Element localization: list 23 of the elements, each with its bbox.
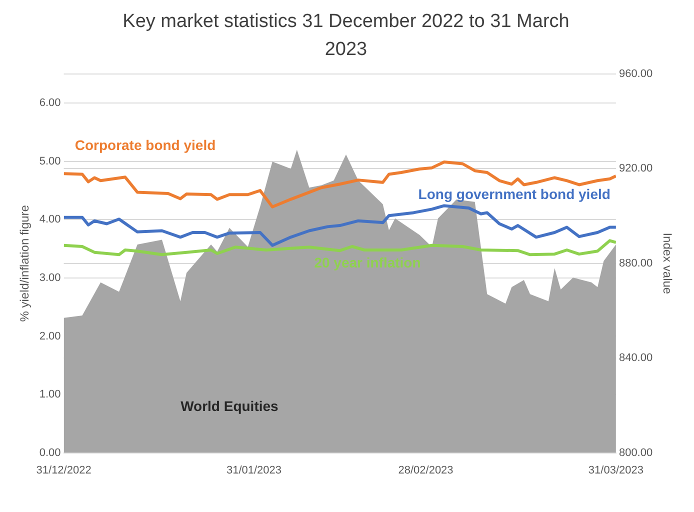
y-tick-label: 4.00	[39, 214, 61, 226]
series-label: World Equities	[180, 398, 279, 414]
x-tick-label: 28/02/2023	[398, 464, 454, 476]
y2-axis-title: Index value	[660, 232, 674, 294]
y-tick-label: 5.00	[39, 155, 61, 168]
y2-tick-label: 840.00	[618, 352, 653, 364]
y2-tick-label: 800.00	[618, 446, 653, 459]
y-tick-label: 0.00	[39, 446, 61, 459]
series-label: Long government bond yield	[418, 186, 610, 202]
y-axis-title: % yield/inflation figure	[18, 204, 32, 322]
x-tick-label: 31/03/2023	[588, 464, 644, 476]
y-tick-label: 2.00	[39, 330, 61, 342]
y2-tick-label: 960.00	[618, 68, 653, 80]
y2-tick-label: 920.00	[618, 162, 653, 175]
x-tick-label: 31/12/2022	[36, 464, 92, 476]
chart-title: Key market statistics 31 December 2022 to 31 March 2023	[122, 10, 570, 62]
series-label: Corporate bond yield	[74, 136, 216, 153]
series-label: 20 year inflation	[314, 254, 421, 270]
y-tick-label: 3.00	[39, 272, 61, 284]
y2-tick-label: 880.00	[618, 257, 653, 270]
x-tick-label: 31/01/2023	[226, 464, 282, 476]
y-tick-label: 6.00	[39, 97, 61, 110]
y-tick-label: 1.00	[39, 388, 61, 401]
